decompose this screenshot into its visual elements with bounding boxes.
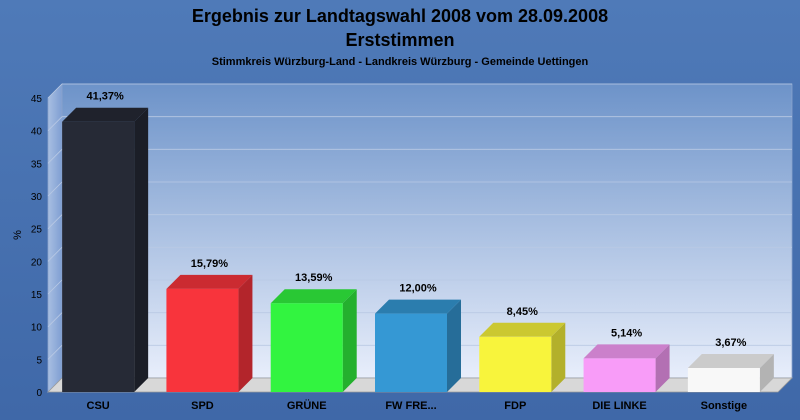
bar-side	[655, 344, 670, 392]
data-label: 5,14%	[611, 327, 642, 339]
bar-side	[447, 299, 461, 392]
x-axis-labels: CSU SPD GRÜNE FW FRE... FDP DIE LINKE Sonstige	[87, 399, 748, 412]
gridline-side	[47, 312, 63, 327]
chart-title: Ergebnis zur Landtagswahl 2008 vom 28.09…	[192, 6, 608, 26]
data-label: 13,59%	[295, 272, 333, 284]
gridline-side	[47, 116, 63, 131]
y-tick-label: 10	[31, 323, 43, 334]
bar-top	[583, 344, 670, 359]
gridline-side	[47, 83, 63, 99]
bar-top	[62, 107, 149, 122]
bar-top	[270, 289, 357, 304]
value-labels: 41,37% 15,79% 13,59% 12,00% 8,45% 5,14% 3,67%	[86, 91, 746, 349]
data-label: 3,67%	[715, 337, 746, 349]
bar-side	[134, 107, 149, 392]
bar-side	[342, 289, 357, 392]
data-label: 8,45%	[507, 306, 538, 318]
y-tick-label: 0	[36, 388, 42, 399]
y-axis-label: %	[12, 230, 24, 240]
bars	[62, 107, 774, 392]
y-tick-label: 5	[36, 355, 42, 366]
y-tick-label: 45	[31, 94, 43, 105]
chart-caption: Stimmkreis Würzburg-Land - Landkreis Wür…	[212, 56, 589, 68]
bar-front	[583, 358, 656, 392]
bar-front	[375, 313, 447, 392]
bar-top	[375, 299, 461, 314]
data-label: 15,79%	[191, 258, 229, 270]
gridline-side	[47, 149, 63, 164]
y-tick-label: 30	[31, 192, 43, 203]
side-wall	[47, 83, 63, 393]
x-tick-label: FDP	[504, 400, 526, 412]
x-tick-label: GRÜNE	[287, 399, 327, 412]
gridline-side	[47, 345, 63, 360]
y-tick-label: 25	[31, 225, 43, 236]
x-tick-label: SPD	[191, 400, 214, 412]
data-label: 12,00%	[399, 283, 437, 295]
y-tick-label: 20	[31, 257, 43, 268]
bar-top	[687, 354, 774, 369]
bar-front	[270, 303, 343, 392]
x-tick-label: Sonstige	[701, 400, 747, 412]
y-tick-label: 15	[31, 290, 43, 301]
y-tick-label: 40	[31, 127, 43, 138]
x-tick-label: FW FRE...	[385, 400, 436, 412]
bar-gr-ne	[270, 289, 357, 392]
bar-die-linke	[583, 344, 670, 392]
bar-front	[166, 288, 239, 392]
bar-spd	[166, 274, 253, 392]
bar-top	[479, 322, 566, 337]
x-tick-label: CSU	[87, 400, 110, 412]
bar-front	[479, 336, 552, 392]
bar-fdp	[479, 322, 566, 392]
y-axis-ticks: 0 5 10 15 20 25 30 35 40 45	[31, 94, 43, 399]
bar-side	[551, 322, 566, 392]
bar-csu	[62, 107, 149, 392]
gridline-side	[47, 247, 63, 262]
chart-subtitle: Erststimmen	[345, 30, 454, 50]
bar-front	[62, 121, 135, 392]
data-label: 41,37%	[86, 91, 124, 103]
y-tick-label: 35	[31, 159, 43, 170]
bar-side	[238, 274, 253, 392]
bar-sonstige	[687, 354, 774, 392]
gridline-side	[47, 279, 63, 295]
bar-side	[759, 354, 774, 392]
x-tick-label: DIE LINKE	[592, 400, 646, 412]
gridline-side	[47, 181, 63, 197]
gridline-side	[47, 214, 63, 229]
bar-fw-fre-	[375, 299, 461, 392]
bar-front	[687, 368, 760, 392]
bar-top	[166, 274, 253, 289]
